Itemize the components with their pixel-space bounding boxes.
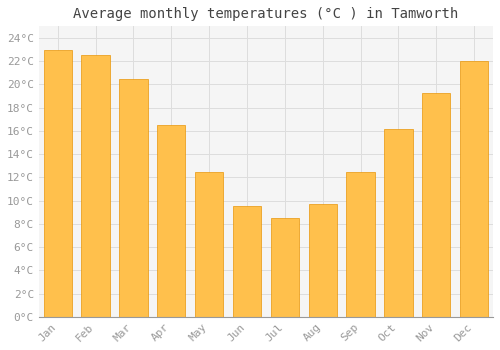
Bar [460, 61, 488, 317]
Bar [195, 172, 224, 317]
Bar [308, 204, 337, 317]
Bar [270, 218, 299, 317]
Bar [422, 92, 450, 317]
Bar [233, 206, 261, 317]
Title: Average monthly temperatures (°C ) in Tamworth: Average monthly temperatures (°C ) in Ta… [74, 7, 458, 21]
Bar [384, 128, 412, 317]
Bar [346, 172, 375, 317]
Bar [119, 78, 148, 317]
Bar [157, 125, 186, 317]
Bar [44, 49, 72, 317]
Bar [82, 55, 110, 317]
